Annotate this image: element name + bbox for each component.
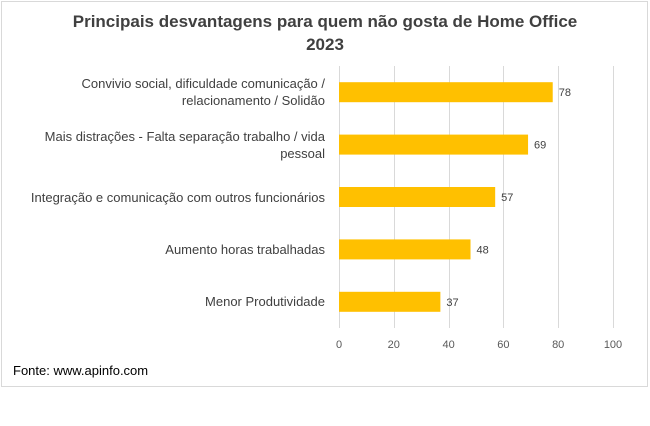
bar [339,291,441,312]
category-label-line: relacionamento / Solidão [181,93,325,109]
data-label: 57 [501,192,513,204]
bar [339,82,553,103]
bar [339,187,496,207]
x-tick-label: 60 [497,339,509,351]
chart-title-line-2: 2023 [306,35,344,54]
x-tick-label: 100 [604,339,622,351]
data-label: 78 [559,87,571,99]
bar [339,134,529,155]
category-label-line: pessoal [280,145,325,161]
category-label-line: Mais distrações - Falta separação trabal… [44,128,325,144]
category-label-line: Convivio social, dificuldade comunicação… [81,76,325,92]
x-tick-label: 80 [552,339,564,351]
category-label-line: Aumento horas trabalhadas [165,241,325,257]
category-label-line: Integração e comunicação com outros func… [30,189,325,205]
category-label: Menor Produtividade [5,293,325,310]
bar [339,239,471,260]
data-label: 37 [446,297,458,309]
source-note: Fonte: www.apinfo.com [13,363,149,378]
chart-frame [1,1,648,387]
x-tick-label: 0 [336,339,342,351]
category-label-line: Menor Produtividade [205,294,325,310]
x-tick-label: 20 [388,339,400,351]
data-label: 69 [534,140,546,152]
chart-title: Principais desvantagens para quem não go… [0,10,650,56]
category-label: Aumento horas trabalhadas [5,241,325,258]
data-label: 48 [477,244,489,256]
category-label: Convivio social, dificuldade comunicação… [5,75,325,109]
category-label: Mais distrações - Falta separação trabal… [5,128,325,162]
category-label: Integração e comunicação com outros func… [5,189,325,206]
x-tick-label: 40 [442,339,454,351]
chart-title-line-1: Principais desvantagens para quem não go… [72,12,578,31]
